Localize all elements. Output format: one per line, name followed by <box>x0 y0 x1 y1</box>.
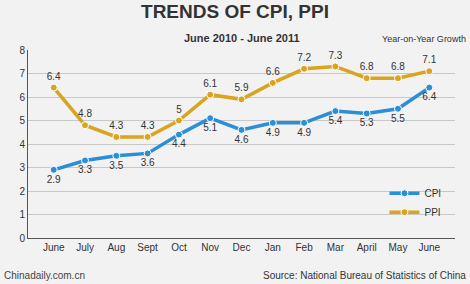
svg-text:3: 3 <box>19 162 25 173</box>
svg-text:5.3: 5.3 <box>360 117 374 128</box>
svg-text:0: 0 <box>19 233 25 244</box>
svg-text:Sept: Sept <box>137 242 158 253</box>
svg-text:3.3: 3.3 <box>78 164 92 175</box>
svg-text:2.9: 2.9 <box>47 174 61 185</box>
svg-text:8: 8 <box>19 45 25 56</box>
svg-text:July: July <box>76 242 94 253</box>
svg-text:PPI: PPI <box>424 207 440 218</box>
svg-text:6: 6 <box>19 92 25 103</box>
svg-text:Nov: Nov <box>201 242 219 253</box>
svg-text:7: 7 <box>19 68 25 79</box>
svg-text:6.8: 6.8 <box>391 61 405 72</box>
svg-text:Chinadaily.com.cn: Chinadaily.com.cn <box>4 270 85 281</box>
svg-text:3.6: 3.6 <box>141 157 155 168</box>
svg-text:3.5: 3.5 <box>109 160 123 171</box>
svg-text:TRENDS OF CPI, PPI: TRENDS OF CPI, PPI <box>141 1 329 22</box>
svg-text:Dec: Dec <box>233 242 251 253</box>
svg-text:Aug: Aug <box>107 242 125 253</box>
svg-text:5.1: 5.1 <box>203 122 217 133</box>
svg-text:4.9: 4.9 <box>297 127 311 138</box>
svg-text:Year-on-Year Growth: Year-on-Year Growth <box>382 34 466 44</box>
svg-text:Jan: Jan <box>265 242 281 253</box>
svg-text:5.5: 5.5 <box>391 113 405 124</box>
svg-text:7.3: 7.3 <box>328 50 342 61</box>
svg-text:6.4: 6.4 <box>422 91 436 102</box>
svg-text:Oct: Oct <box>171 242 187 253</box>
svg-text:June: June <box>418 242 440 253</box>
svg-text:4.3: 4.3 <box>109 120 123 131</box>
svg-text:4.4: 4.4 <box>172 138 186 149</box>
svg-text:4.8: 4.8 <box>78 108 92 119</box>
svg-text:4.9: 4.9 <box>266 127 280 138</box>
svg-text:June 2010 - June 2011: June 2010 - June 2011 <box>184 32 300 44</box>
svg-text:7.2: 7.2 <box>297 52 311 63</box>
svg-text:2: 2 <box>19 186 25 197</box>
svg-text:6.4: 6.4 <box>47 71 61 82</box>
svg-text:5: 5 <box>19 115 25 126</box>
svg-text:5.4: 5.4 <box>328 115 342 126</box>
svg-text:Mar: Mar <box>327 242 345 253</box>
svg-text:June: June <box>43 242 65 253</box>
svg-text:4: 4 <box>19 139 25 150</box>
svg-text:6.8: 6.8 <box>360 61 374 72</box>
svg-text:Feb: Feb <box>295 242 313 253</box>
svg-text:5: 5 <box>176 104 182 115</box>
svg-text:1: 1 <box>19 209 25 220</box>
svg-text:6.6: 6.6 <box>266 66 280 77</box>
svg-text:7.1: 7.1 <box>422 54 436 65</box>
svg-text:Source: National Bureau of Sta: Source: National Bureau of Statistics of… <box>263 270 466 281</box>
svg-text:May: May <box>389 242 408 253</box>
svg-text:4.3: 4.3 <box>141 120 155 131</box>
svg-text:6.1: 6.1 <box>203 78 217 89</box>
svg-text:5.9: 5.9 <box>235 82 249 93</box>
svg-text:April: April <box>357 242 377 253</box>
svg-text:4.6: 4.6 <box>235 134 249 145</box>
svg-text:CPI: CPI <box>424 188 441 199</box>
